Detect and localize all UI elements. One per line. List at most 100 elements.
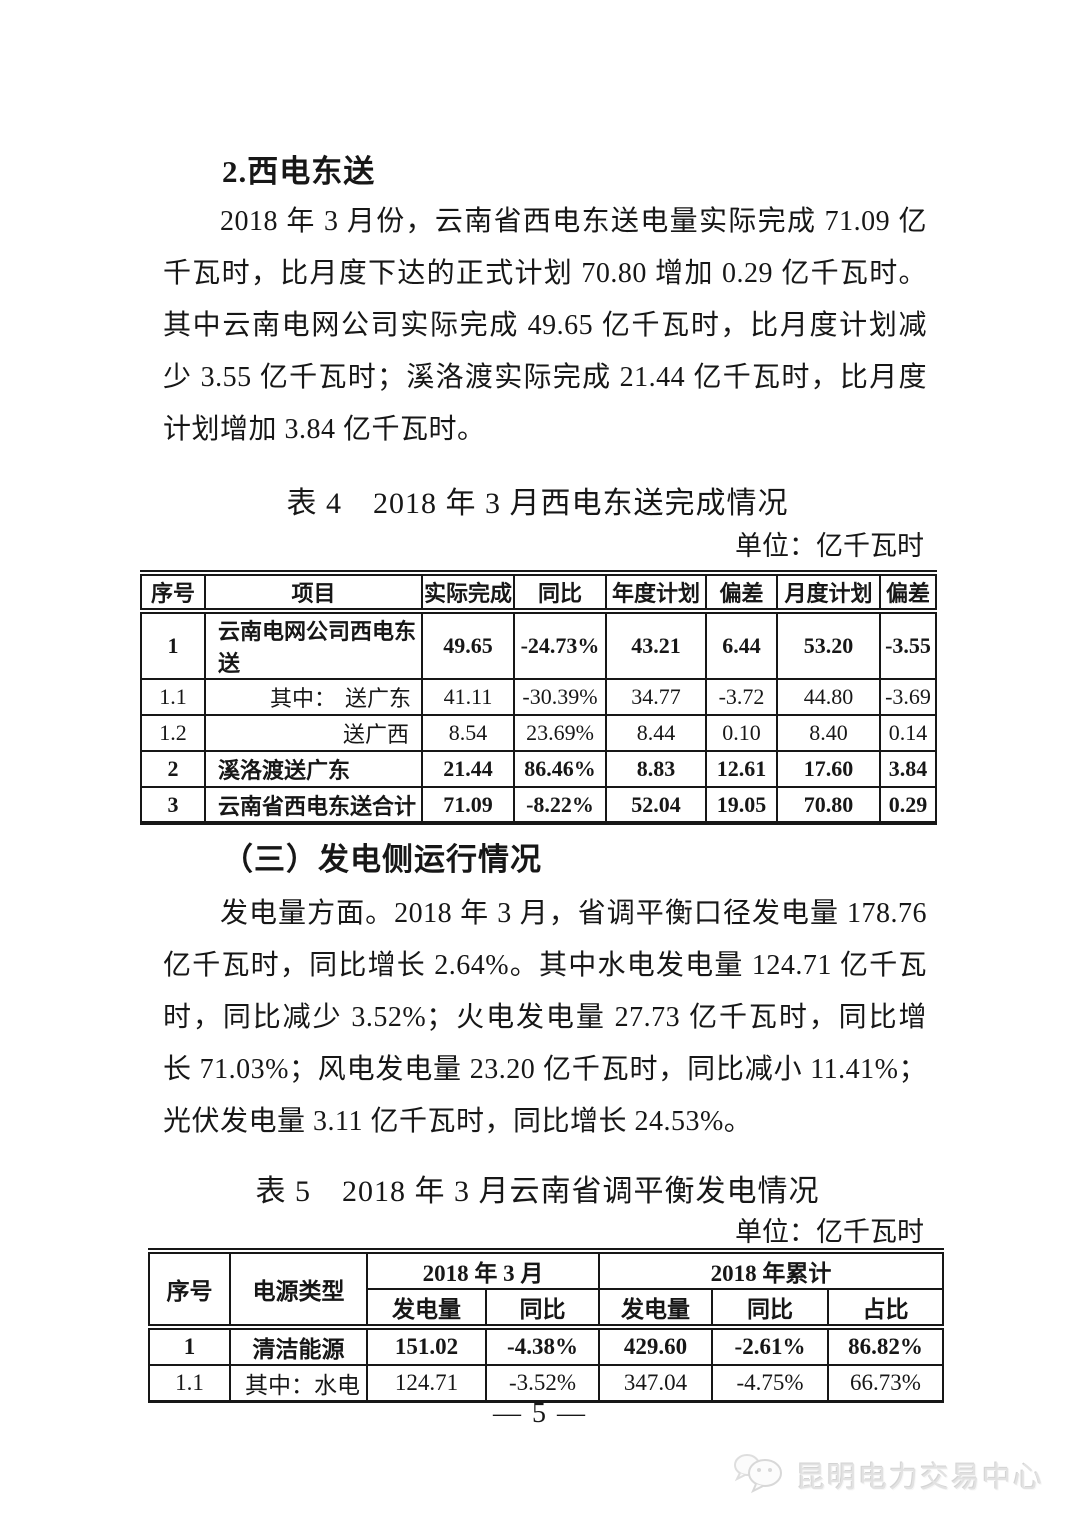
footer-brand-text: 昆明电力交易中心 <box>795 1461 1044 1494</box>
cell-gen-cumulative: 429.60 <box>598 1327 712 1366</box>
cell-type: 清洁能源 <box>229 1327 367 1366</box>
cell-no: 1 <box>148 1327 230 1366</box>
cell-item: 溪洛渡送广东 <box>204 751 422 788</box>
cell-gen-month: 124.71 <box>366 1365 486 1402</box>
cell-monthly-plan: 53.20 <box>776 611 880 680</box>
cell-no: 1.1 <box>140 679 205 716</box>
table5-header-type: 电源类型 <box>229 1251 367 1330</box>
table5-row-1: 1 清洁能源 151.02 -4.38% 429.60 -2.61% 86.82… <box>148 1327 944 1366</box>
cell-actual: 8.54 <box>421 715 514 752</box>
cell-deviation1: 0.10 <box>705 715 777 752</box>
cell-gen-month: 151.02 <box>366 1327 486 1366</box>
cell-deviation2: 0.14 <box>879 715 936 752</box>
cell-item: 其中： 送广东 <box>204 679 422 716</box>
cell-annual-plan: 8.83 <box>605 751 706 788</box>
table4-unit-label: 单位：亿千瓦时 <box>735 531 924 561</box>
cell-gen-cumulative: 347.04 <box>598 1365 712 1402</box>
cell-yoy-month: -4.38% <box>485 1327 599 1366</box>
section-heading-generation-side: （三）发电侧运行情况 <box>222 842 542 877</box>
cell-yoy: 23.69% <box>513 715 606 752</box>
paragraph-line: 发电量方面。2018 年 3 月，省调平衡口径发电量 178.76 <box>220 898 927 929</box>
paragraph-line: 其中云南电网公司实际完成 49.65 亿千瓦时，比月度计划减 <box>163 310 927 341</box>
cell-deviation1: 19.05 <box>705 787 777 823</box>
cell-yoy: -30.39% <box>513 679 606 716</box>
cell-monthly-plan: 8.40 <box>776 715 880 752</box>
cell-share: 66.73% <box>826 1365 944 1402</box>
cell-actual: 41.11 <box>421 679 514 716</box>
table4-header-deviation2: 偏差 <box>879 573 936 614</box>
cell-annual-plan: 8.44 <box>605 715 706 752</box>
paragraph-line: 2018 年 3 月份，云南省西电东送电量实际完成 71.09 亿 <box>220 206 927 237</box>
cell-item-name: 送广东 <box>344 686 411 711</box>
paragraph-line: 时，同比减少 3.52%；火电发电量 27.73 亿千瓦时，同比增 <box>163 1002 927 1033</box>
table4-header-deviation1: 偏差 <box>705 573 777 614</box>
table5-header-share: 占比 <box>826 1289 944 1330</box>
paragraph-line: 千瓦时，比月度下达的正式计划 70.80 增加 0.29 亿千瓦时。 <box>163 258 927 289</box>
cell-deviation2: 3.84 <box>879 751 936 788</box>
cell-deviation1: 12.61 <box>705 751 777 788</box>
cell-yoy-month: -3.52% <box>485 1365 599 1402</box>
cell-monthly-plan: 17.60 <box>776 751 880 788</box>
cell-no: 1 <box>140 611 205 680</box>
section-heading-west-east-transmission: 2.西电东送 <box>222 154 376 189</box>
table5-header-gen-month: 发电量 <box>366 1289 486 1330</box>
paragraph-west-east-transmission: 2018 年 3 月份，云南省西电东送电量实际完成 71.09 亿 千瓦时，比月… <box>163 196 927 456</box>
cell-type: 其中：水电 <box>229 1365 367 1402</box>
cell-actual: 71.09 <box>421 787 514 823</box>
table5-group-header-row: 序号 电源类型 2018 年 3 月 2018 年累计 <box>148 1251 944 1330</box>
page-number: — 5 — <box>493 1398 587 1429</box>
paragraph-line: 少 3.55 亿千瓦时；溪洛渡实际完成 21.44 亿千瓦时，比月度 <box>163 362 927 393</box>
table4-header-item: 项目 <box>204 573 422 614</box>
cell-no: 3 <box>140 787 205 823</box>
cell-yoy: -8.22% <box>513 787 606 823</box>
cell-item: 云南省西电东送合计 <box>204 787 422 823</box>
paragraph-line: 计划增加 3.84 亿千瓦时。 <box>163 414 486 445</box>
cell-monthly-plan: 70.80 <box>776 787 880 823</box>
table4-row-2: 2 溪洛渡送广东 21.44 86.46% 8.83 12.61 17.60 3… <box>140 751 936 788</box>
table5-sub-header-row: 发电量 同比 发电量 同比 占比 <box>149 1289 944 1330</box>
cell-deviation2: 0.29 <box>879 787 936 823</box>
table4-title: 表 4 2018 年 3 月西电东送完成情况 <box>286 487 789 520</box>
table5-unit-label: 单位：亿千瓦时 <box>735 1217 924 1247</box>
paragraph-line: 光伏发电量 3.11 亿千瓦时，同比增长 24.53%。 <box>163 1106 753 1137</box>
cell-no: 1.1 <box>148 1365 230 1402</box>
cell-yoy: -24.73% <box>513 611 606 680</box>
table4-header-yoy: 同比 <box>513 573 606 614</box>
table5-header-group-cumulative: 2018 年累计 <box>597 1251 944 1290</box>
table4-row-3: 3 云南省西电东送合计 71.09 -8.22% 52.04 19.05 70.… <box>140 787 936 823</box>
wechat-chat-bubbles-icon <box>732 1448 786 1501</box>
cell-no: 1.2 <box>140 715 205 752</box>
cell-deviation1: 6.44 <box>705 611 777 680</box>
cell-actual: 49.65 <box>421 611 514 680</box>
cell-annual-plan: 43.21 <box>605 611 706 680</box>
table5-header-yoy-month: 同比 <box>485 1289 599 1330</box>
paragraph-line: 亿千瓦时，同比增长 2.64%。其中水电发电量 124.71 亿千瓦 <box>163 950 927 981</box>
cell-share: 86.82% <box>826 1327 944 1366</box>
table4-row-1-2: 1.2 送广西 8.54 23.69% 8.44 0.10 8.40 0.14 <box>140 715 936 752</box>
table5-row-1-1: 1.1 其中：水电 124.71 -3.52% 347.04 -4.75% 66… <box>148 1365 944 1402</box>
cell-deviation2: -3.55 <box>879 611 936 680</box>
cell-item: 送广西 <box>204 715 422 752</box>
paragraph-line: 长 71.03%；风电发电量 23.20 亿千瓦时，同比减小 11.41%； <box>163 1054 927 1085</box>
cell-yoy-cumulative: -2.61% <box>711 1327 828 1366</box>
cell-actual: 21.44 <box>421 751 514 788</box>
cell-deviation1: -3.72 <box>705 679 777 716</box>
table4-header-actual: 实际完成 <box>421 573 514 614</box>
table5-header-yoy-cumulative: 同比 <box>711 1289 828 1330</box>
cell-no: 2 <box>140 751 205 788</box>
cell-monthly-plan: 44.80 <box>776 679 880 716</box>
table5-title: 表 5 2018 年 3 月云南省调平衡发电情况 <box>255 1175 820 1208</box>
table5-header-gen-cumulative: 发电量 <box>598 1289 712 1330</box>
table4-header-annual-plan: 年度计划 <box>605 573 706 614</box>
paragraph-generation-side: 发电量方面。2018 年 3 月，省调平衡口径发电量 178.76 亿千瓦时，同… <box>163 888 927 1148</box>
cell-item: 云南电网公司西电东送 <box>204 611 422 680</box>
cell-deviation2: -3.69 <box>879 679 936 716</box>
table5-header-group-march: 2018 年 3 月 <box>366 1251 599 1290</box>
cell-yoy: 86.46% <box>513 751 606 788</box>
table5-header-no: 序号 <box>148 1251 230 1330</box>
table4-header-row: 序号 项目 实际完成 同比 年度计划 偏差 月度计划 偏差 <box>140 573 936 614</box>
footer-watermark: 昆明电力交易中心 <box>732 1448 1044 1501</box>
table4-west-east-completion: 序号 项目 实际完成 同比 年度计划 偏差 月度计划 偏差 1 云南电网公司西电… <box>140 570 937 825</box>
table4-row-1: 1 云南电网公司西电东送 49.65 -24.73% 43.21 6.44 53… <box>140 611 936 680</box>
